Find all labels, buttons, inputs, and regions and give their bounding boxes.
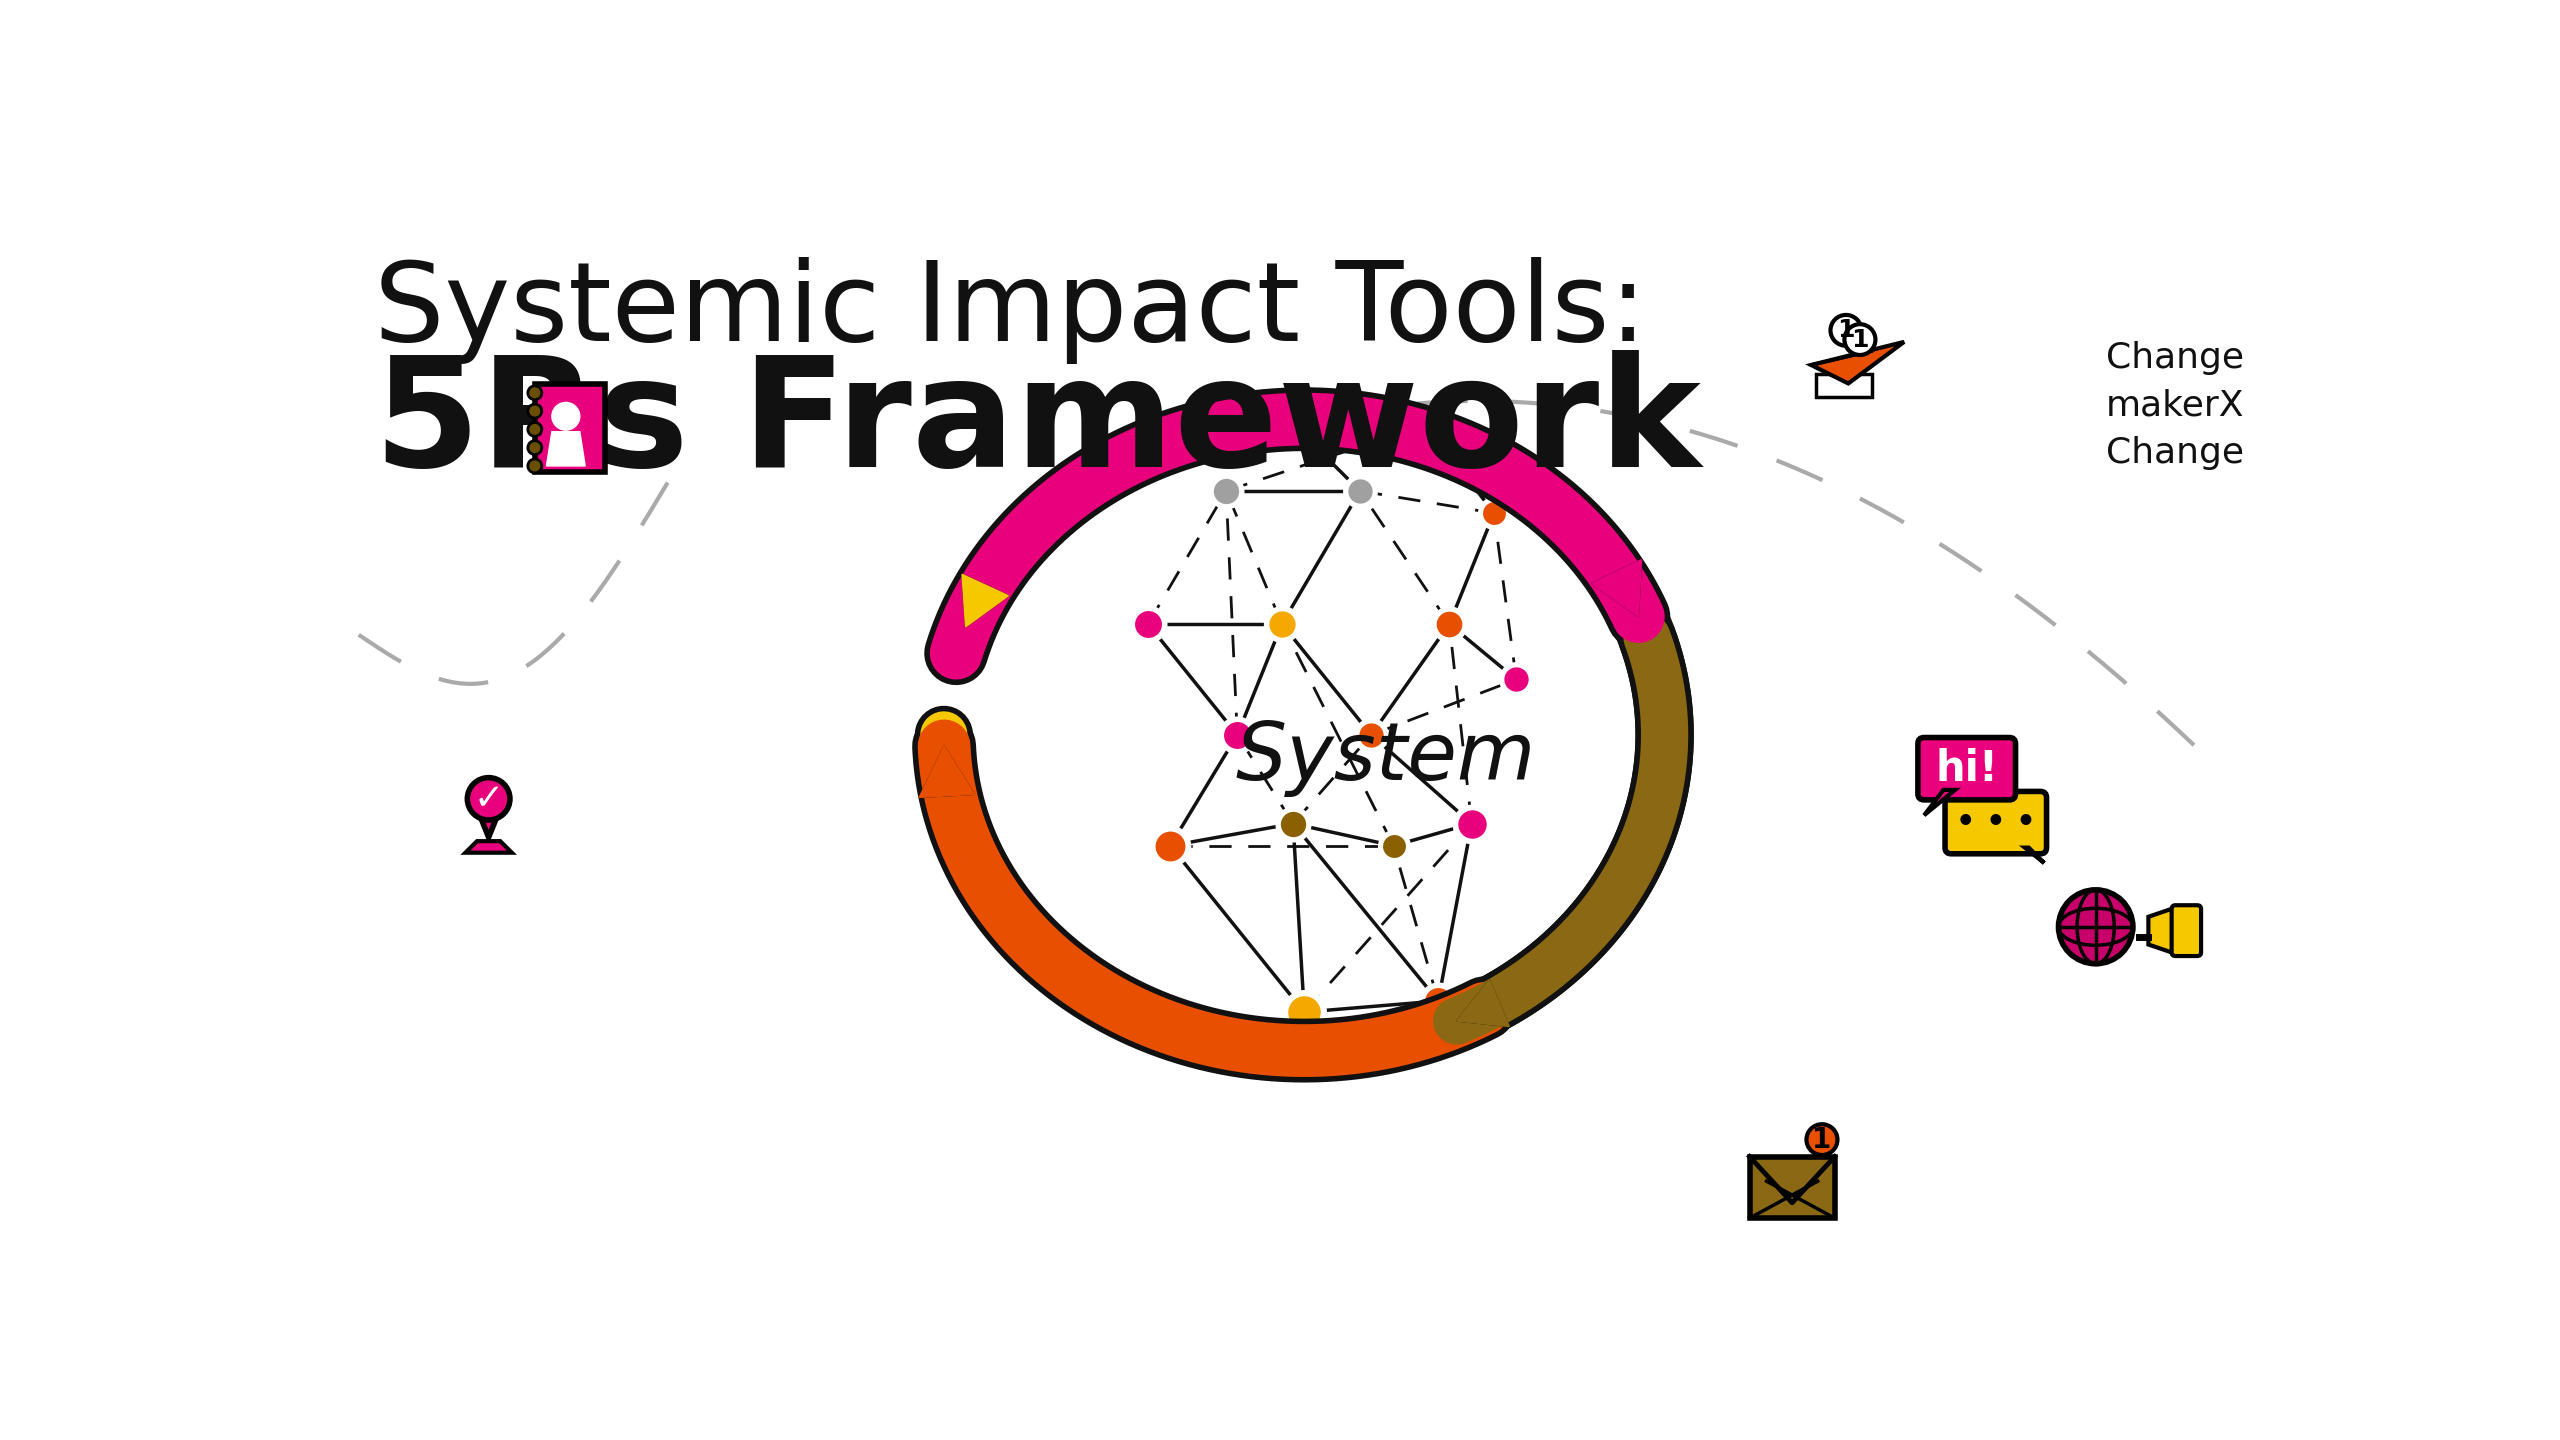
Point (1272, 812, 1313, 835)
Point (1272, 812, 1313, 835)
Point (1418, 989, 1459, 1012)
Point (1339, 480, 1380, 503)
Point (1283, 1001, 1324, 1024)
Polygon shape (1925, 791, 1956, 815)
Text: Systemic Impact Tools:: Systemic Impact Tools: (374, 258, 1646, 364)
Point (1272, 413, 1313, 436)
Polygon shape (919, 746, 975, 798)
Polygon shape (1457, 979, 1510, 1027)
Circle shape (2058, 890, 2132, 963)
Point (1262, 612, 1303, 635)
Polygon shape (1457, 979, 1510, 1027)
Polygon shape (1810, 341, 1905, 383)
Polygon shape (466, 841, 512, 852)
Polygon shape (919, 746, 975, 798)
Text: 1: 1 (1812, 1126, 1830, 1153)
Point (1405, 413, 1446, 436)
Point (1495, 668, 1536, 691)
FancyBboxPatch shape (1748, 1156, 1836, 1218)
Polygon shape (2148, 907, 2176, 953)
Point (1428, 612, 1469, 635)
Point (1272, 413, 1313, 436)
Point (1352, 723, 1393, 746)
Point (1283, 1001, 1324, 1024)
Text: Change
makerX
Change: Change makerX Change (2107, 341, 2245, 469)
Point (1452, 812, 1492, 835)
Point (1206, 480, 1247, 503)
Text: • • •: • • • (1956, 808, 2035, 837)
Circle shape (1807, 1125, 1838, 1155)
FancyBboxPatch shape (2171, 906, 2202, 956)
Point (1126, 612, 1167, 635)
Point (1216, 723, 1257, 746)
Text: 1: 1 (1838, 318, 1856, 343)
Circle shape (468, 778, 509, 819)
Point (1339, 480, 1380, 503)
Text: ✓: ✓ (474, 782, 504, 816)
Point (1149, 834, 1190, 857)
Point (1126, 612, 1167, 635)
Circle shape (527, 405, 543, 418)
Polygon shape (963, 575, 1009, 626)
Text: 5Rs Framework: 5Rs Framework (374, 350, 1702, 498)
Point (1475, 501, 1516, 524)
FancyBboxPatch shape (1946, 792, 2045, 854)
Polygon shape (963, 575, 1009, 626)
Polygon shape (1592, 560, 1641, 616)
Point (1452, 812, 1492, 835)
Circle shape (527, 441, 543, 455)
Point (1372, 834, 1413, 857)
Text: hi!: hi! (1935, 749, 1999, 791)
Point (1206, 480, 1247, 503)
Text: System: System (1236, 719, 1536, 796)
Point (1475, 501, 1516, 524)
Circle shape (527, 386, 543, 400)
Circle shape (1843, 324, 1876, 356)
Text: 1: 1 (1851, 327, 1869, 351)
Point (1216, 723, 1257, 746)
Point (1428, 612, 1469, 635)
Circle shape (527, 422, 543, 436)
FancyBboxPatch shape (1917, 737, 2015, 799)
Polygon shape (1592, 560, 1641, 616)
Point (1262, 612, 1303, 635)
Point (1149, 834, 1190, 857)
Polygon shape (1815, 374, 1871, 397)
Circle shape (527, 459, 543, 472)
Point (1352, 723, 1393, 746)
Point (1418, 989, 1459, 1012)
Polygon shape (2025, 848, 2045, 863)
FancyBboxPatch shape (535, 383, 604, 472)
Circle shape (1830, 315, 1861, 346)
Polygon shape (474, 799, 504, 837)
Point (1495, 668, 1536, 691)
Point (1405, 413, 1446, 436)
Point (1372, 834, 1413, 857)
Circle shape (553, 402, 579, 431)
Polygon shape (545, 432, 586, 467)
